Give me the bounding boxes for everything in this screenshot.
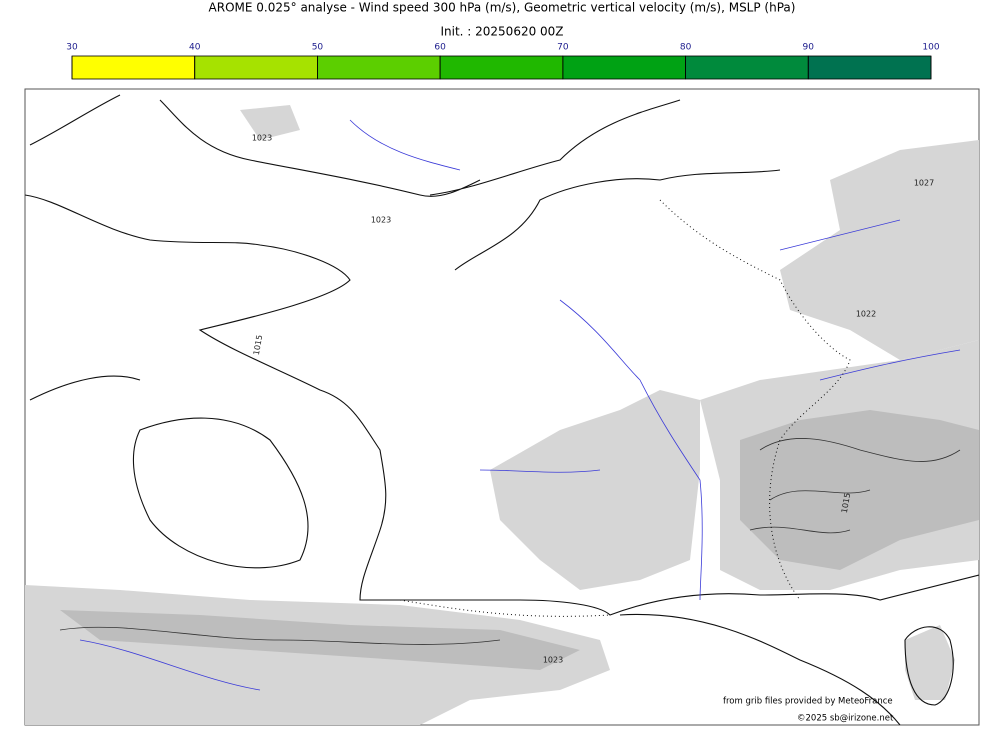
relief-corsica bbox=[905, 625, 955, 700]
isobar-label: 1027 bbox=[914, 179, 934, 188]
relief-pyrenees-high bbox=[60, 610, 580, 670]
coastline-channel bbox=[454, 169, 781, 271]
relief-alps-high bbox=[740, 410, 979, 570]
isobar-label: 1015 bbox=[840, 492, 852, 514]
relief-massif-central bbox=[490, 390, 700, 590]
isobar-label: 1023 bbox=[543, 656, 563, 665]
colorbar-segment bbox=[71, 55, 196, 80]
colorbar-tick-label: 40 bbox=[189, 43, 201, 53]
title: AROME 0.025° analyse - Wind speed 300 hP… bbox=[209, 1, 796, 15]
colorbar-tick-label: 50 bbox=[312, 43, 324, 53]
colorbar-segment bbox=[439, 55, 564, 80]
colorbar-segment bbox=[807, 55, 932, 80]
rivers bbox=[79, 119, 961, 691]
colorbar-segment bbox=[194, 55, 318, 80]
map: 1023 1023 1015 1027 1022 1015 1023 from … bbox=[24, 88, 980, 726]
colorbar-segment bbox=[317, 55, 441, 80]
isobar-label: 1022 bbox=[856, 310, 876, 319]
colorbar-tick-label: 60 bbox=[434, 43, 446, 53]
coastline-med bbox=[619, 613, 901, 725]
isobar-label: 1023 bbox=[371, 216, 391, 225]
colorbar-tick-label: 70 bbox=[557, 43, 569, 53]
relief-germany bbox=[780, 140, 979, 360]
relief-contours bbox=[59, 438, 961, 645]
colorbar-segment bbox=[562, 55, 686, 80]
credit: from grib files provided by MeteoFrance bbox=[723, 697, 893, 707]
colorbar: 30 40 50 60 70 80 90 100 bbox=[66, 43, 940, 80]
borders bbox=[399, 199, 851, 617]
colorbar-tick-label: 90 bbox=[803, 43, 815, 53]
coastline-corsica bbox=[904, 626, 954, 706]
coastline-uk-benelux bbox=[29, 94, 681, 197]
isobar-label: 1023 bbox=[252, 134, 272, 143]
isobar-contours bbox=[29, 375, 309, 569]
relief-england bbox=[240, 105, 300, 140]
colorbar-tick-label: 80 bbox=[680, 43, 692, 53]
colorbar-tick-label: 100 bbox=[922, 43, 939, 53]
coastline-france bbox=[25, 194, 979, 616]
colorbar-tick-label: 30 bbox=[66, 43, 78, 53]
colorbar-segment bbox=[685, 55, 809, 80]
credit: ©2025 sb@irizone.net bbox=[797, 714, 894, 724]
subtitle: Init. : 20250620 00Z bbox=[440, 25, 563, 39]
isobar-label: 1015 bbox=[252, 334, 264, 356]
